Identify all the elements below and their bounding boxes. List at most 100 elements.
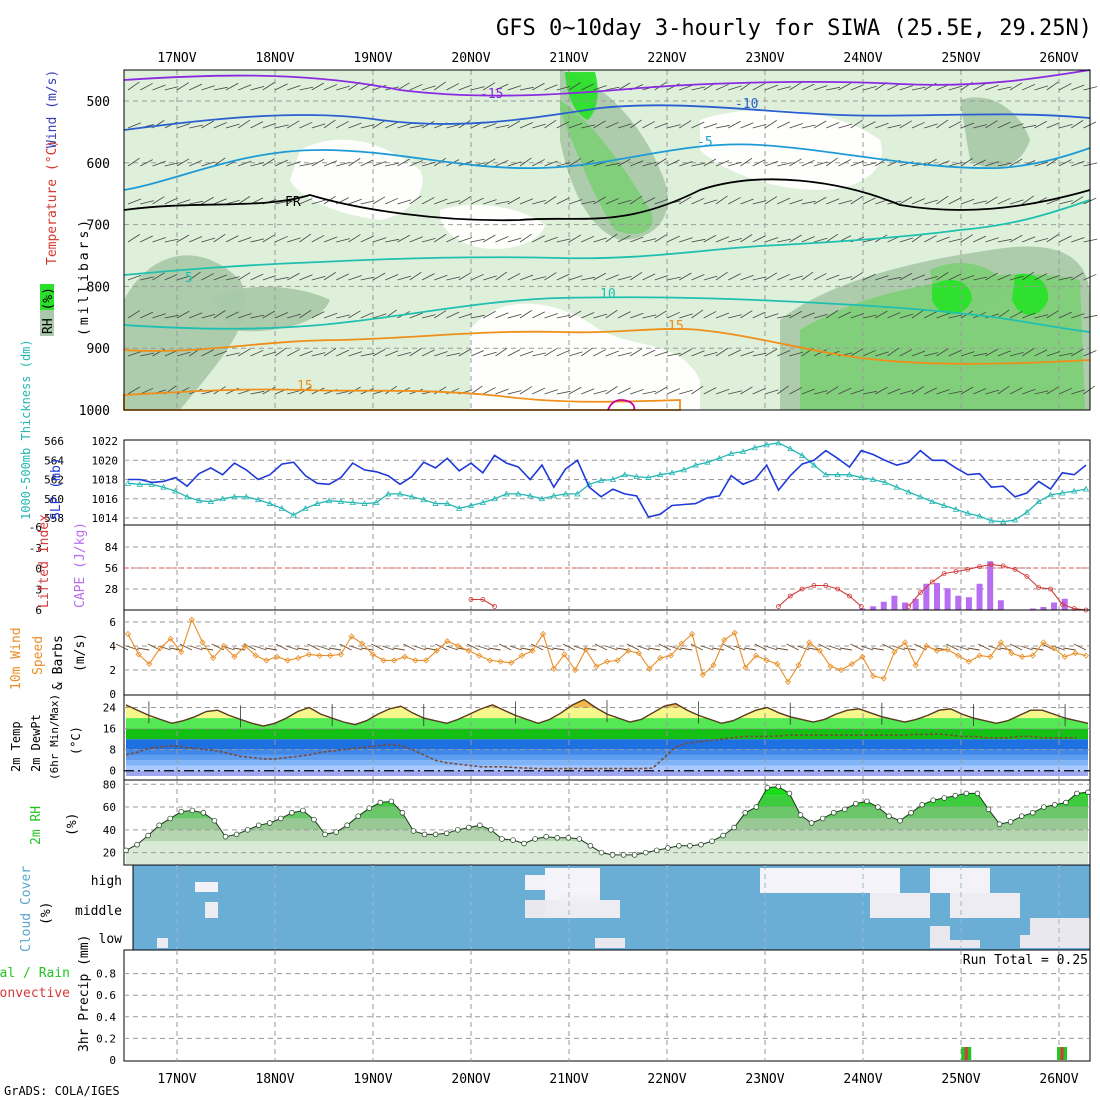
profile-wind-barb — [691, 350, 705, 357]
cape-bar — [944, 588, 951, 610]
cloud-block — [595, 938, 625, 948]
wind-tick-label: 2 — [109, 664, 116, 677]
wind-barb — [552, 647, 565, 651]
bottom-day-label: 23NOV — [745, 1072, 784, 1087]
wind-barb — [371, 643, 384, 651]
temp-contour — [123, 296, 1091, 333]
rh-point — [698, 841, 704, 848]
profile-wind-barb — [789, 351, 804, 357]
profile-wind-barb — [152, 84, 166, 91]
profile-wind-barb — [470, 314, 485, 319]
profile-wind-barb — [777, 238, 792, 243]
profile-wind-barb — [213, 310, 226, 319]
profile-wind-barb — [360, 276, 375, 281]
profile-wind-barb — [532, 235, 545, 243]
profile-wind-barb — [948, 390, 963, 395]
rh-point — [532, 836, 538, 842]
profile-wind-barb — [311, 352, 326, 357]
profile-wind-barb — [507, 273, 521, 281]
wind-speed-point — [1019, 653, 1026, 660]
profile-wind-barb — [336, 390, 351, 395]
profile-wind-barb — [801, 271, 814, 281]
rh-point — [1018, 813, 1025, 819]
wind-speed-point — [976, 652, 983, 659]
pressure-tick-label: 600 — [87, 157, 110, 172]
rh-contour — [439, 205, 545, 249]
profile-wind-barb — [630, 389, 644, 395]
precip-convective-bar — [964, 1047, 968, 1060]
thickness-point — [302, 505, 309, 511]
thickness-point — [728, 450, 735, 456]
profile-wind-barb — [642, 349, 656, 357]
profile-wind-barb — [654, 275, 669, 281]
wind-barb — [413, 645, 427, 651]
wind-speed-point — [774, 660, 781, 668]
profile-wind-barb — [728, 197, 741, 205]
wind-barb — [584, 647, 597, 651]
profile-wind-barb — [679, 389, 693, 395]
profile-wind-barb — [630, 119, 642, 129]
lifted-tick-label: 6 — [35, 604, 42, 617]
profile-wind-barb — [421, 197, 435, 205]
profile-wind-barb — [593, 85, 607, 91]
profile-wind-barb — [973, 124, 987, 129]
profile-wind-barb — [936, 389, 950, 395]
thickness-point — [1059, 489, 1066, 496]
top-day-label: 17NOV — [157, 51, 196, 66]
rh-point — [1085, 789, 1091, 795]
profile-wind-barb — [532, 159, 545, 167]
profile-wind-barb — [973, 352, 988, 357]
rh-point — [189, 807, 196, 814]
temp-band — [126, 728, 1088, 740]
profile-wind-barb — [642, 314, 657, 319]
rh-point — [919, 802, 925, 808]
wind-speed-point — [529, 647, 536, 654]
cloud-block — [930, 926, 950, 948]
cape-bar — [965, 597, 972, 610]
thickness-tick-label: 562 — [44, 474, 64, 487]
profile-wind-barb — [507, 161, 522, 167]
temp-tick-label: 8 — [109, 744, 116, 757]
profile-wind-barb — [299, 350, 313, 357]
profile-wind-barb — [752, 200, 767, 205]
thickness-point — [846, 471, 853, 478]
profile-wind-barb — [960, 122, 975, 129]
temp-label-2: 2m DewPt — [29, 714, 43, 772]
profile-wind-barb — [336, 273, 350, 281]
wind-speed-point — [699, 671, 706, 678]
profile-wind-barb — [1034, 273, 1048, 281]
profile-wind-barb — [1022, 83, 1036, 91]
wind-speed-point — [316, 652, 323, 659]
rh-point — [665, 845, 671, 851]
profile-wind-barb — [679, 272, 692, 281]
temp-contour-label: -10 — [735, 97, 758, 112]
profile-wind-barb — [960, 234, 974, 243]
profile-wind-barb — [1034, 349, 1048, 357]
rh-contour — [1012, 273, 1049, 315]
cloud-block — [760, 868, 900, 893]
profile-wind-barb — [973, 235, 987, 243]
profile-wind-barb — [201, 273, 215, 281]
profile-wind-barb — [238, 236, 252, 243]
bottom-day-label: 17NOV — [157, 1072, 196, 1087]
rh-point — [676, 843, 682, 849]
profile-wind-barb — [801, 159, 815, 167]
profile-wind-barb — [997, 350, 1011, 357]
profile-wind-barb — [495, 388, 509, 395]
profile-wind-barb — [483, 123, 497, 129]
profile-wind-barb — [581, 388, 595, 395]
profile-frame — [123, 69, 1091, 411]
profile-wind-barb — [470, 197, 484, 205]
thickness-point — [337, 498, 345, 505]
temp-band — [126, 760, 1088, 766]
rh-point — [731, 824, 737, 831]
rh-point — [974, 790, 981, 797]
profile-wind-barb — [666, 235, 680, 243]
profile-wind-barb — [421, 85, 436, 91]
profile-wind-barb — [1046, 310, 1059, 319]
thickness-point — [751, 444, 759, 451]
wind-speed-point — [284, 657, 291, 664]
profile-wind-barb — [311, 82, 325, 91]
profile-wind-barb — [519, 310, 532, 319]
thickness-point — [562, 490, 569, 497]
